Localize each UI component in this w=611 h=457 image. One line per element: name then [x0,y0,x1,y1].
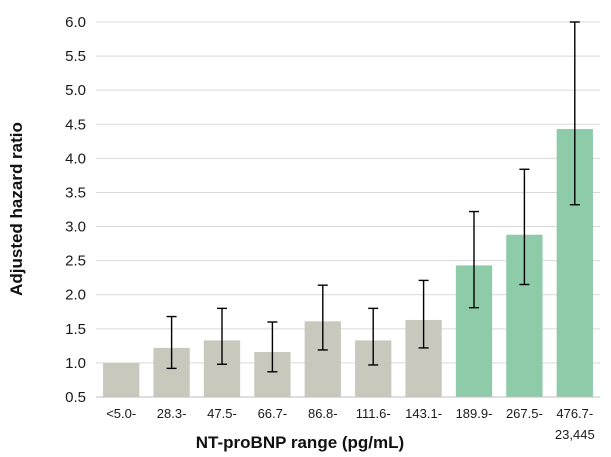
x-axis-title: NT-proBNP range (pg/mL) [196,433,404,452]
x-tick-label: 143.1- [405,406,442,421]
y-tick-label: 2.0 [65,287,86,304]
y-tick-label: 5.0 [65,82,86,99]
x-tick-label: 66.7- [258,406,288,421]
x-axis: <5.0- 28.3- 47.5- 66.7- 86.8- 111.6- 143.1- 189… [96,396,600,442]
x-tick-label: 189.9- [456,406,493,421]
x-tick-label: 47.5- [207,406,237,421]
y-tick-label: 0.5 [65,389,86,406]
y-tick-label: 5.5 [65,48,86,65]
y-tick-label: 3.0 [65,219,86,236]
x-tick-label: 111.6- [356,406,391,421]
y-tick-label: 2.5 [65,253,86,270]
y-axis-title: Adjusted hazard ratio [7,122,26,296]
x-tick-label: 86.8- [308,406,338,421]
bar [103,362,140,397]
x-tick-label: 476.7- [556,406,593,421]
y-tick-label: 4.0 [65,150,86,167]
x-tick-label: 267.5- [506,406,543,421]
y-tick-label: 6.0 [65,14,86,31]
y-tick-label: 3.5 [65,184,86,201]
y-tick-label: 4.5 [65,116,86,133]
x-tick-label: <5.0- [106,406,136,421]
bars [103,129,593,397]
y-tick-label: 1.5 [65,321,86,338]
error-bars [166,21,580,373]
y-tick-label: 1.0 [65,355,86,372]
y-axis: 0.5 1.0 1.5 2.0 2.5 3.0 3.5 4.0 4.5 5.0 5.5 6.0 [65,14,86,406]
x-tick-label: 28.3- [157,406,187,421]
x-tick-sublabel: 23,445 [555,427,595,442]
grid-lines [96,21,600,364]
